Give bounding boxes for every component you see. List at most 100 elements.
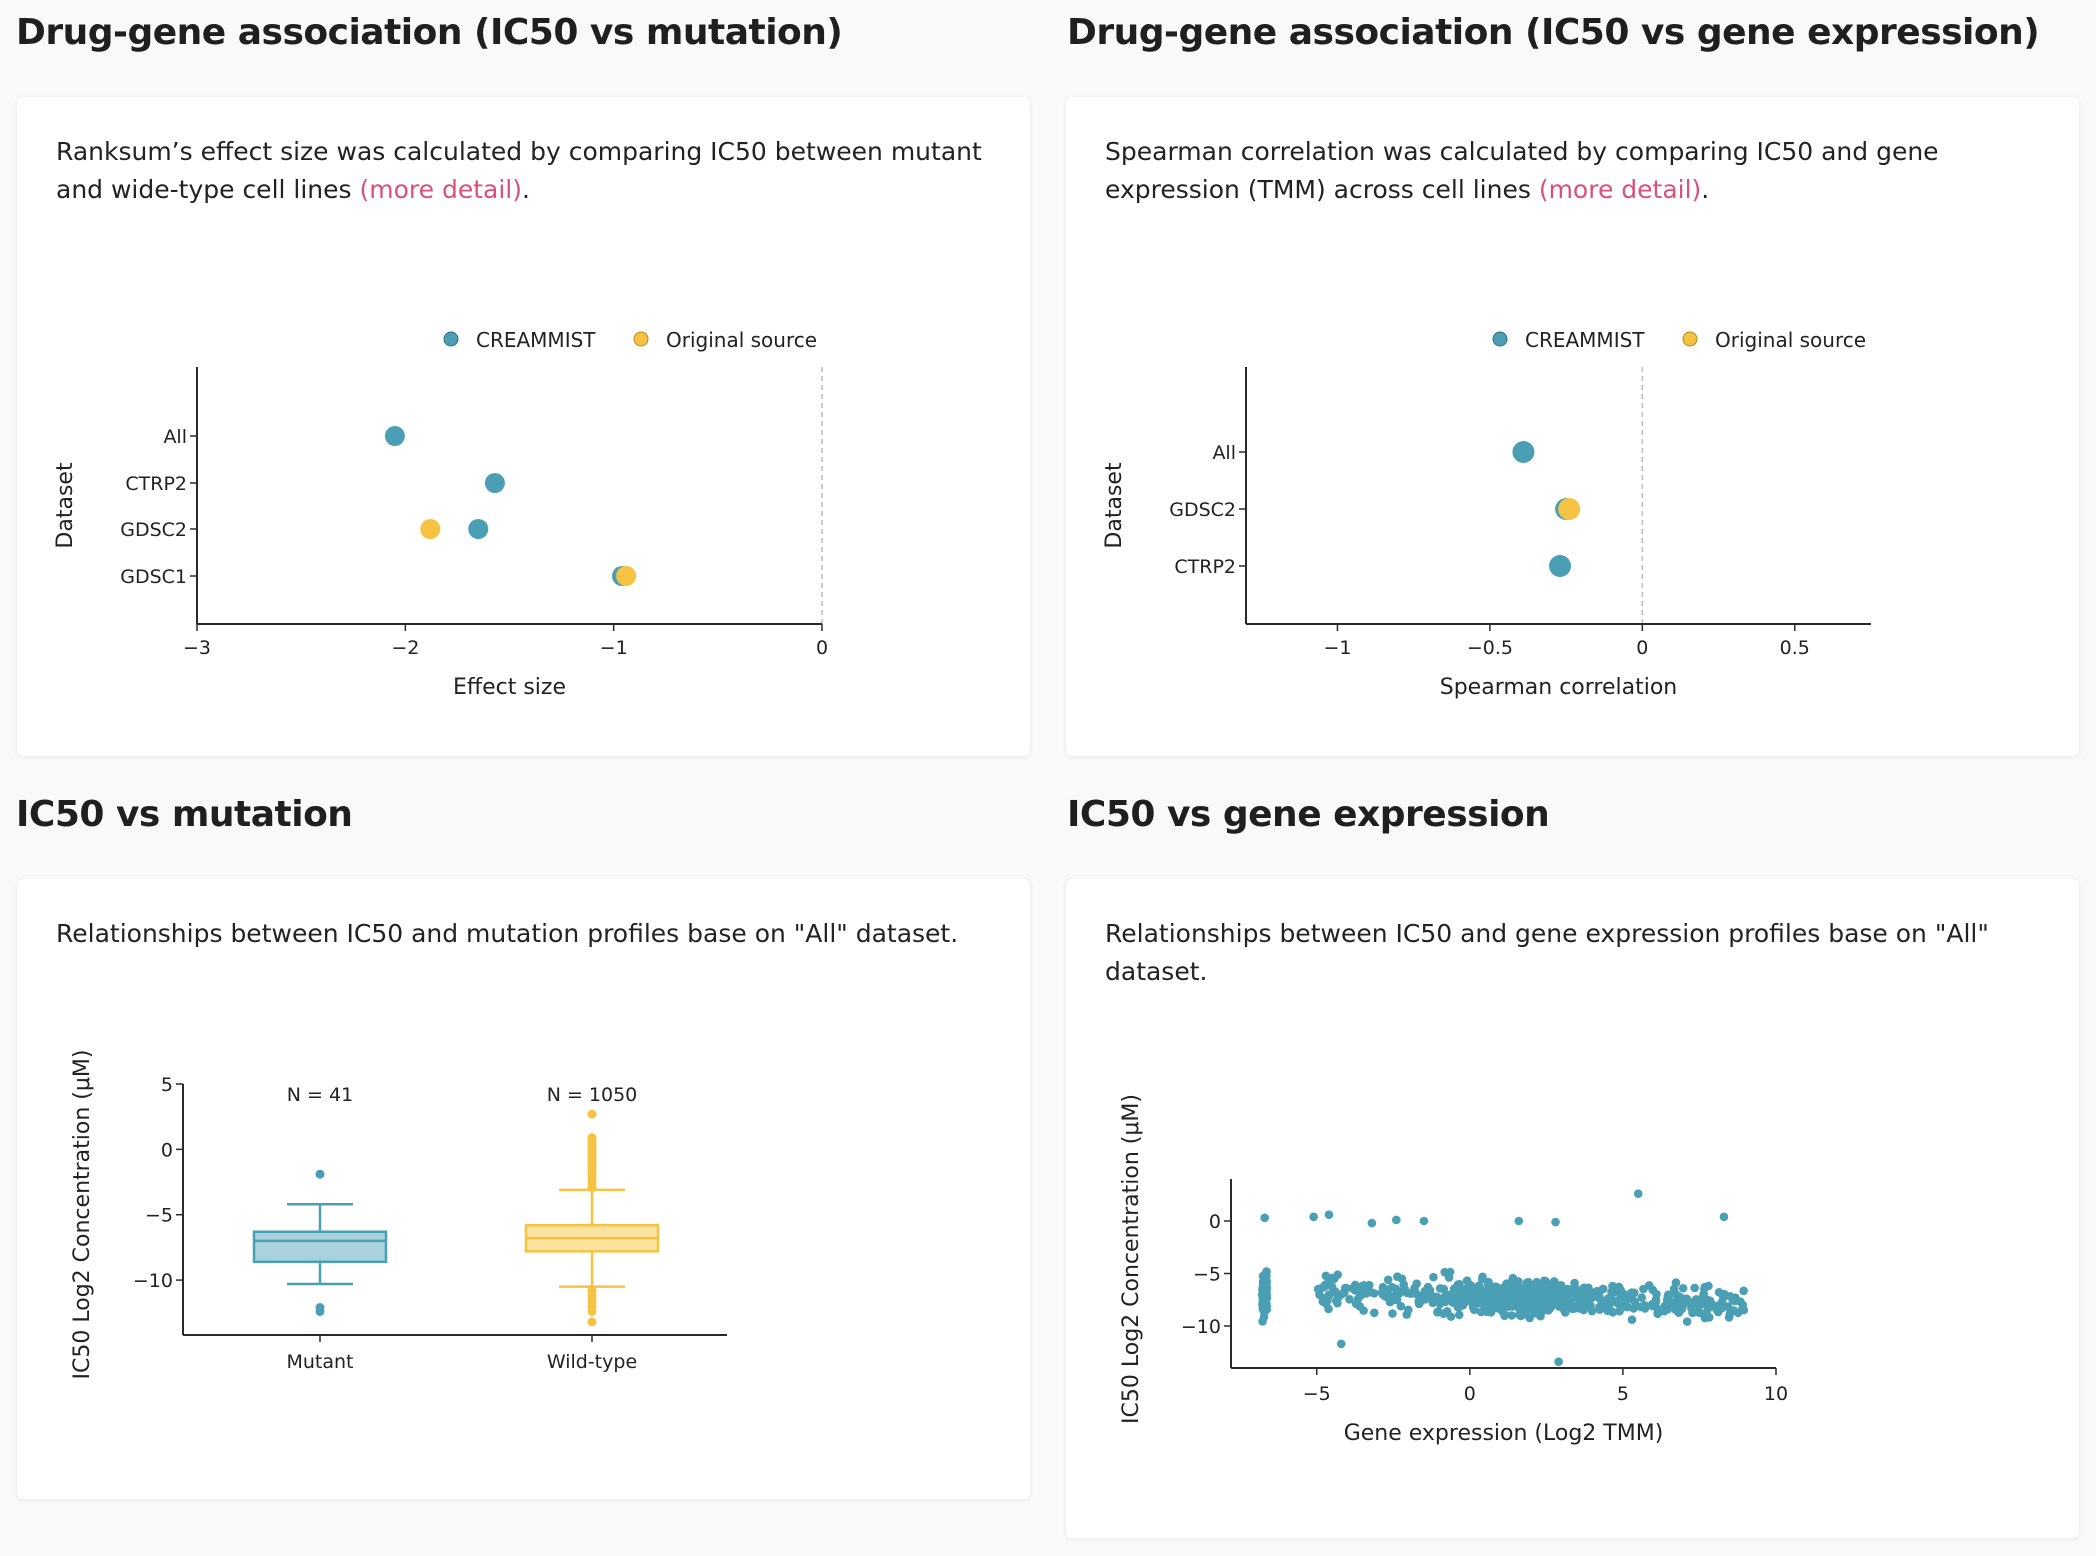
expression-point [1569,1304,1579,1313]
expression-point [1678,1283,1688,1293]
outlier-point [587,1317,597,1327]
expression-point [1614,1295,1624,1305]
expression-point [1383,1275,1393,1285]
expression-point [1469,1305,1479,1314]
x-tick-label: 0 [1464,1383,1476,1405]
expression-point [1605,1300,1614,1309]
expression-point [1608,1308,1618,1317]
y-tick-label: 0 [1209,1211,1221,1233]
expression-point [1439,1309,1448,1319]
expression-point [1367,1218,1377,1228]
card-ic50-mutation: Relationships between IC50 and mutation … [17,879,1030,1499]
section-title-drug-gene-mutation: Drug-gene association (IC50 vs mutation) [16,12,843,53]
section-title-drug-gene-expression: Drug-gene association (IC50 vs gene expr… [1067,12,2040,53]
expression-point [1421,1291,1430,1301]
expression-point [1369,1308,1379,1318]
expression-point [1608,1281,1617,1291]
expression-point [1337,1290,1346,1299]
expression-point [1454,1310,1464,1320]
expression-point [1388,1295,1398,1305]
expression-point [1327,1282,1337,1292]
expression-point [1431,1294,1440,1303]
legend-original-label: Original source [666,328,817,352]
expression-point [1682,1317,1692,1326]
expression-point [1514,1216,1524,1226]
spearman-description: Spearman correlation was calculated by c… [1105,133,2043,209]
expression-point [1483,1279,1493,1289]
expression-point [1524,1277,1533,1287]
y-tick-label: CTRP2 [1174,556,1236,578]
expression-point [1644,1281,1654,1290]
expression-point [1718,1293,1728,1302]
effect-size-desc-end: . [521,175,530,204]
outlier-point [587,1182,597,1192]
expression-point [1512,1290,1521,1300]
expression-point [1487,1294,1497,1304]
ic50-expression-scatter: −5 0 5 10 0 −5 −10 Gene expression (Log2 TMM) IC… [1119,1094,1788,1446]
x-tick-label: −1 [600,637,628,659]
legend-original-marker [1682,331,1698,347]
expression-point [1559,1305,1569,1315]
card-ic50-expression: Relationships between IC50 and gene expr… [1066,879,2079,1538]
y-tick-label: 0 [161,1139,173,1161]
expression-point [1450,1283,1460,1293]
section-title-ic50-expression: IC50 vs gene expression [1067,794,1550,835]
expression-point [1640,1300,1650,1310]
expression-point [1627,1315,1637,1325]
original-source-point [420,519,441,539]
effect-size-description: Ranksum’s effect size was calculated by … [56,133,994,209]
expression-point [1539,1276,1549,1286]
section-title-ic50-mutation: IC50 vs mutation [16,794,353,835]
expression-point [1549,1294,1559,1304]
expression-point [1498,1298,1508,1308]
outlier-point [587,1109,597,1119]
expression-point [1419,1216,1429,1226]
y-tick-label: −10 [1181,1316,1221,1338]
x-tick-label: −5 [1303,1383,1331,1405]
expression-point [1551,1217,1560,1227]
x-tick-label: −1 [1323,637,1351,659]
y-tick-label: −5 [1193,1264,1221,1286]
expression-point [1687,1298,1696,1307]
expression-point [1324,1304,1333,1314]
y-tick-label: All [163,426,187,448]
expression-point [1402,1310,1412,1319]
expression-point [1728,1295,1738,1305]
ic50-mutation-boxplot: 5 0 −5 −10 IC50 Log2 Concentration (μM) Mutan… [70,1050,727,1379]
expression-point [1736,1297,1745,1306]
more-detail-link-spearman[interactable]: (more detail) [1538,175,1702,204]
expression-point [1630,1288,1639,1298]
x-tick-label: 10 [1764,1383,1788,1405]
expression-point [1260,1302,1269,1311]
expression-point [1492,1288,1502,1297]
original-source-point [616,566,637,586]
card-effect-size: Ranksum’s effect size was calculated by … [17,97,1030,756]
y-axis-title: IC50 Log2 Concentration (μM) [1119,1094,1144,1424]
legend-creammist-label: CREAMMIST [476,328,596,352]
expression-point [1435,1284,1445,1293]
spearman-desc-text: Spearman correlation was calculated by c… [1105,137,1939,204]
y-axis-title: Dataset [53,462,78,549]
box-iqr [252,1230,388,1264]
expression-point [1482,1307,1491,1316]
expression-point [1530,1289,1540,1299]
expression-point [1440,1267,1450,1277]
more-detail-link-effect[interactable]: (more detail) [359,175,522,204]
expression-point [1633,1189,1643,1198]
y-tick-label: CTRP2 [125,473,187,495]
y-tick-label: All [1212,442,1236,464]
expression-point [1411,1288,1420,1297]
spearman-desc-end: . [1701,175,1710,204]
x-axis-title: Gene expression (Log2 TMM) [1344,1421,1664,1446]
x-axis-title: Spearman correlation [1440,675,1678,700]
legend-original-label: Original source [1715,328,1866,352]
expression-point [1383,1289,1393,1299]
expression-point [1260,1289,1270,1299]
expression-point [1261,1281,1270,1290]
expression-point [1539,1297,1549,1306]
legend-original-marker [633,331,649,347]
x-tick-label: 0 [1636,637,1648,659]
expression-point [1309,1212,1318,1222]
y-tick-label: 5 [161,1074,173,1096]
expression-point [1630,1297,1640,1307]
